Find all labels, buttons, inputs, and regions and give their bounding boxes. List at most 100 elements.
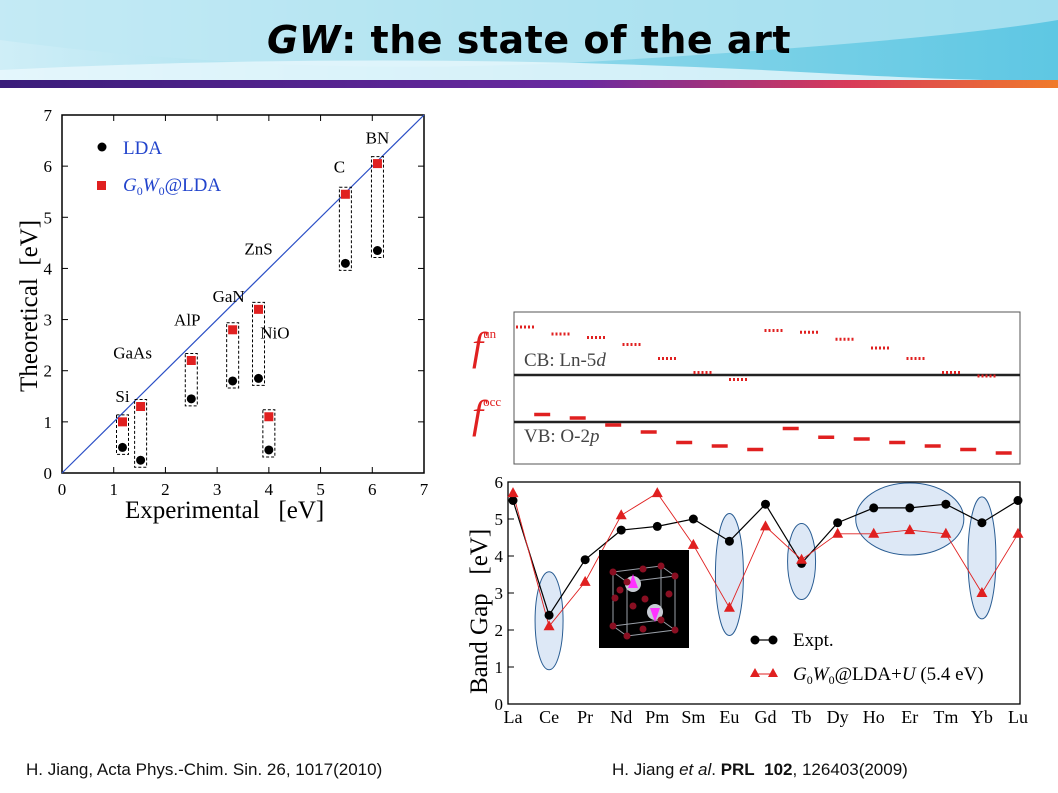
x-tick-label: 0 [58, 480, 67, 499]
y-tick-label: 3 [44, 311, 53, 330]
f-occ-label: focc [472, 392, 501, 437]
g0w0-point [651, 487, 663, 498]
lda-point [264, 445, 274, 455]
x-tick-label: 6 [368, 480, 377, 499]
expt-point [724, 536, 734, 546]
x-axis-label: Experimental [eV] [125, 497, 324, 524]
material-box [370, 156, 384, 259]
expt-point [688, 514, 698, 524]
material-box [338, 186, 352, 271]
bg-x-label: Nd [610, 707, 632, 727]
legend-g0w0-marker [97, 181, 106, 190]
legend-gw-label: G0W0@LDA+U (5.4 eV) [793, 664, 984, 687]
level-marks [516, 325, 1012, 455]
ref-right-volume: 102 [764, 760, 793, 779]
expt-point [616, 525, 626, 535]
expt-point [833, 518, 843, 528]
lda-point [136, 455, 146, 465]
material-label: GaN [213, 287, 245, 306]
g0w0-point [904, 524, 916, 535]
ref-right-etal: et al [679, 760, 712, 779]
legend-gw-s1: 0 [807, 673, 813, 687]
cb-label: CB: Ln-5d [524, 350, 606, 371]
f-occ-sup: occ [483, 394, 501, 409]
slide-title: GW: the state of the art [0, 18, 1058, 62]
y-tick-label: 7 [44, 106, 53, 125]
bg-x-label: Tb [792, 707, 812, 727]
crystal-structure-image [599, 550, 689, 648]
g0w0-point [340, 189, 350, 199]
bg-data-points [507, 487, 1024, 631]
expt-point [652, 521, 662, 531]
ref-right-journal: PRL [720, 760, 755, 779]
x-tick-label: 5 [316, 480, 325, 499]
legend-gw-u: U [902, 664, 917, 685]
g0w0-point [118, 417, 128, 427]
x-tick-label: 3 [213, 480, 222, 499]
material-box [226, 322, 240, 389]
legend-lda-marker [97, 142, 107, 152]
highlight-ellipse [855, 482, 965, 556]
material-label: GaAs [113, 344, 152, 363]
bg-x-label: Tm [933, 707, 958, 727]
expt-point [1013, 496, 1023, 505]
material-boxes [116, 156, 384, 468]
lda-point [186, 394, 196, 404]
y-tick-label: 4 [44, 259, 53, 278]
legend-expt-marker-b [768, 635, 778, 645]
material-label: AlP [174, 310, 200, 329]
vb-label-p: p [588, 426, 600, 447]
bg-x-label: Lu [1008, 707, 1028, 727]
diagonal-line [61, 114, 425, 474]
g0w0-point [940, 527, 952, 538]
g0w0-point [228, 325, 238, 335]
material-box [252, 301, 266, 386]
g0w0-point [543, 620, 555, 631]
bg-y-tick-label: 4 [495, 547, 504, 566]
g0w0-point [832, 527, 844, 538]
band-gap-line-chart: 0 1 2 3 4 5 6 La Ce Pr Nd Pm Sm Eu Gd Tb Dy Ho Er Tm Yb Lu E… [465, 466, 1030, 730]
y-tick-label: 6 [44, 157, 53, 176]
legend-gw-g: G [793, 664, 807, 685]
bg-tick-group: 0 1 2 3 4 5 6 [495, 473, 514, 714]
y-tick-label: 5 [44, 208, 53, 227]
expt-point [905, 503, 915, 513]
f-un-sup: un [483, 326, 497, 341]
g0w0-point [687, 538, 699, 549]
bg-x-label: La [504, 707, 523, 727]
expt-point [941, 499, 951, 509]
g0w0-point [615, 509, 627, 520]
x-tick-label: 1 [109, 480, 118, 499]
bg-x-label: Ce [539, 707, 559, 727]
legend-gw-s2: 0 [829, 673, 835, 687]
highlight-ellipse [714, 513, 744, 636]
bg-y-tick-label: 2 [495, 621, 504, 640]
material-box [134, 399, 148, 468]
level-diagram: CB: Ln-5d VB: O-2p fun focc [468, 300, 1028, 468]
legend-sub2: 0 [159, 184, 165, 198]
reference-right: H. Jiang et al. PRL 102, 126403(2009) [612, 760, 908, 780]
bg-x-label: Sm [681, 707, 705, 727]
material-label: Si [115, 387, 129, 406]
material-label: NiO [260, 324, 289, 343]
bg-y-axis-label: Band Gap [eV] [466, 529, 493, 694]
g0w0-point [372, 159, 382, 169]
highlight-ellipses [534, 482, 997, 671]
g0w0-point [1012, 527, 1024, 538]
ref-right-rest: , 126403(2009) [792, 760, 908, 779]
g0w0-point [796, 553, 808, 564]
expt-point [508, 496, 518, 505]
ref-right-pre: H. Jiang [612, 760, 680, 779]
bg-x-label: Dy [827, 707, 849, 727]
expt-point [580, 555, 590, 565]
bg-x-label: Pr [577, 707, 593, 727]
g0w0-point [254, 304, 264, 314]
expt-point [977, 518, 987, 528]
legend-sub1: 0 [137, 184, 143, 198]
bg-x-label: Eu [719, 707, 739, 727]
data-points [118, 159, 382, 465]
legend-w-letter: W [143, 175, 161, 196]
bg-x-label: Yb [971, 707, 993, 727]
material-box [262, 409, 276, 458]
lda-point [228, 376, 238, 386]
